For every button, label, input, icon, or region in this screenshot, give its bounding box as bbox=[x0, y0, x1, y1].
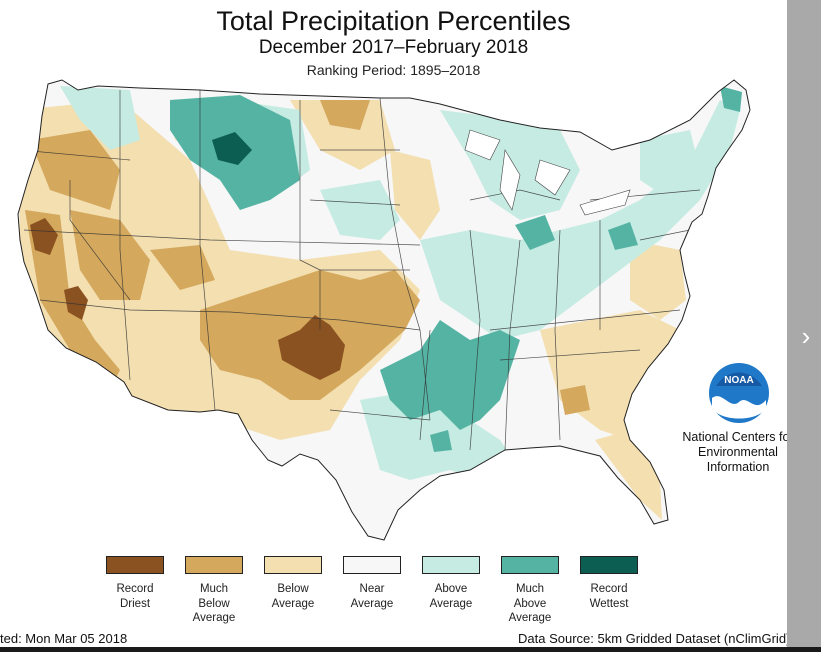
agency-line-3: Information bbox=[706, 460, 770, 474]
legend-item-much-below-average: Much Below Average bbox=[174, 556, 254, 626]
noaa-logo-text: NOAA bbox=[724, 375, 753, 386]
legend-swatch bbox=[264, 556, 322, 574]
legend-item-below-average: Below Average bbox=[253, 556, 333, 611]
legend-swatch bbox=[343, 556, 401, 574]
agency-line-2: Environmental bbox=[698, 445, 778, 459]
map-title: Total Precipitation Percentiles bbox=[216, 6, 571, 36]
us-precipitation-map bbox=[17, 79, 751, 541]
legend-swatch bbox=[580, 556, 638, 574]
agency-name: National Centers for Environmental Infor… bbox=[670, 430, 787, 475]
legend: Record Driest Much Below Average Below A… bbox=[95, 556, 655, 628]
noaa-logo: NOAA bbox=[709, 363, 769, 423]
legend-swatch bbox=[422, 556, 480, 574]
legend-label: Record Driest bbox=[116, 583, 154, 610]
legend-item-above-average: Above Average bbox=[411, 556, 491, 611]
legend-item-near-average: Near Average bbox=[332, 556, 412, 611]
updated-date: ted: Mon Mar 05 2018 bbox=[0, 631, 128, 646]
legend-swatch bbox=[185, 556, 243, 574]
legend-label: Below Average bbox=[271, 583, 315, 610]
legend-label: Much Below Average bbox=[192, 583, 236, 624]
agency-line-1: National Centers for bbox=[682, 430, 787, 444]
map-viewer: Total Precipitation Percentiles December… bbox=[0, 6, 787, 646]
legend-item-record-wettest: Record Wettest bbox=[569, 556, 649, 611]
legend-label: Near Average bbox=[350, 583, 394, 610]
legend-swatch bbox=[501, 556, 559, 574]
bottom-bar bbox=[0, 647, 821, 652]
viewer-sidebar bbox=[787, 0, 821, 652]
chevron-right-icon[interactable]: › bbox=[801, 321, 811, 351]
legend-label: Much Above Average bbox=[508, 583, 552, 624]
data-source: Data Source: 5km Gridded Dataset (nClimG… bbox=[518, 631, 787, 646]
legend-label: Above Average bbox=[429, 583, 473, 610]
legend-item-record-driest: Record Driest bbox=[95, 556, 175, 611]
legend-swatch bbox=[106, 556, 164, 574]
legend-item-much-above-average: Much Above Average bbox=[490, 556, 570, 626]
map-subtitle: December 2017–February 2018 bbox=[258, 37, 529, 58]
legend-label: Record Wettest bbox=[589, 583, 629, 610]
ranking-period: Ranking Period: 1895–2018 bbox=[306, 62, 481, 78]
